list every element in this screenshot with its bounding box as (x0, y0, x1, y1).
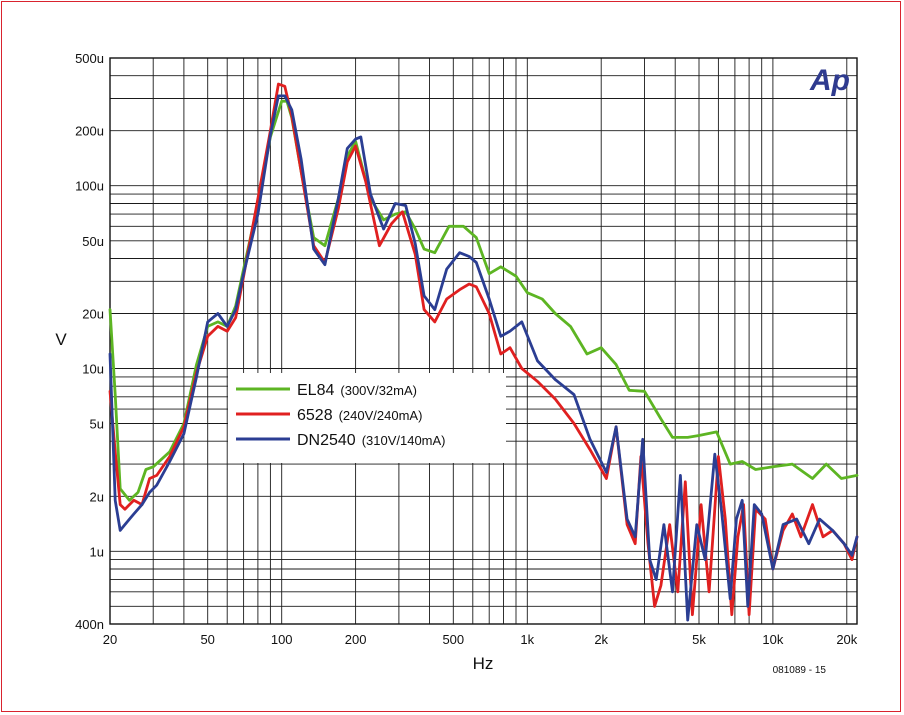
series-line-dn2540 (108, 94, 859, 622)
legend: EL84 (300V/32mA) 6528 (240V/240mA) DN2540 (31… (228, 373, 506, 463)
y-tick-label: 1u (90, 544, 104, 559)
y-tick-label: 500u (75, 51, 104, 66)
x-tick-label: 50 (200, 632, 214, 647)
plot-area-border (109, 57, 858, 625)
y-tick-label: 400n (75, 617, 104, 632)
y-tick-label: 2u (90, 489, 104, 504)
legend-detail-el84: (300V/32mA) (340, 383, 417, 398)
y-tick-label: 10u (82, 362, 104, 377)
y-axis-label: V (55, 330, 67, 349)
figure-code: 081089 - 15 (773, 665, 827, 676)
legend-detail-dn2540: (310V/140mA) (362, 433, 446, 448)
legend-detail-6528: (240V/240mA) (339, 408, 423, 423)
y-tick-label: 100u (75, 179, 104, 194)
x-tick-label: 20 (103, 632, 117, 647)
x-tick-label: 1k (520, 632, 534, 647)
series-lines (108, 82, 859, 622)
legend-label-el84: EL84 (297, 382, 334, 399)
y-tick-label: 200u (75, 124, 104, 139)
y-tick-label: 5u (90, 417, 104, 432)
y-tick-label: 50u (82, 234, 104, 249)
x-tick-label: 5k (692, 632, 706, 647)
series-line-el84 (108, 99, 859, 502)
x-tick-label: 200 (345, 632, 367, 647)
legend-label-6528: 6528 (297, 407, 333, 424)
x-tick-label: 2k (594, 632, 608, 647)
legend-label-dn2540: DN2540 (297, 432, 356, 449)
x-tick-label: 500 (442, 632, 464, 647)
x-tick-label: 20k (836, 632, 857, 647)
x-axis-label: Hz (473, 654, 494, 673)
y-tick-label: 20u (82, 307, 104, 322)
ap-logo: Ap (809, 64, 850, 97)
x-tick-label: 100 (271, 632, 293, 647)
x-tick-label: 10k (762, 632, 783, 647)
y-axis-tick-labels: 400n 1u 2u 5u 10u 20u 50u 100u 200u 500u (75, 51, 104, 632)
x-axis-tick-labels: 20 50 100 200 500 1k 2k 5k 10k 20k (103, 632, 858, 647)
